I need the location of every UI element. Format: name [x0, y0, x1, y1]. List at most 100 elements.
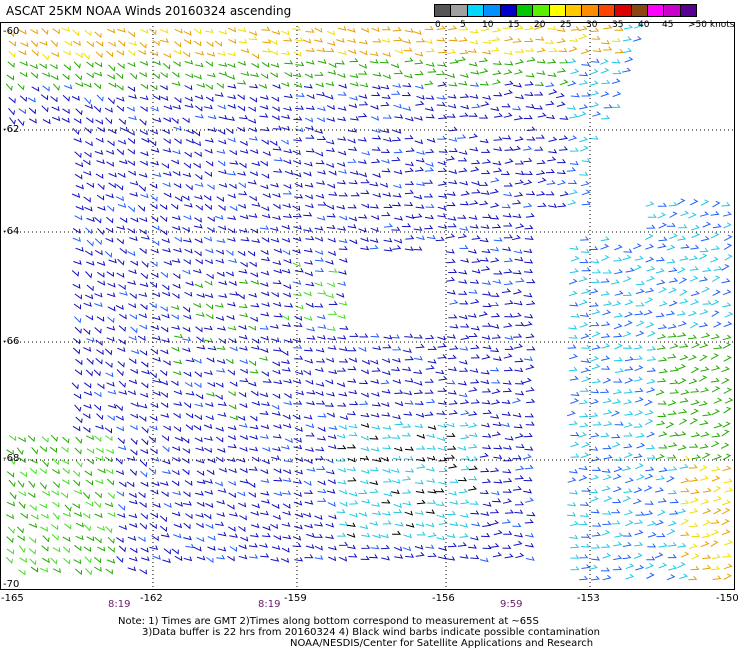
- wind-barb: [185, 281, 194, 286]
- time-label-2: 8:19: [258, 599, 281, 610]
- wind-barb: [185, 543, 195, 549]
- wind-barb: [559, 115, 569, 120]
- wind-barb: [633, 498, 642, 505]
- wind-barb: [634, 519, 644, 525]
- wind-barb: [590, 496, 599, 502]
- wind-barb: [172, 104, 182, 110]
- wind-barb: [117, 347, 126, 353]
- wind-barb: [493, 237, 503, 242]
- wind-barb: [371, 27, 380, 33]
- wind-barb: [115, 184, 124, 191]
- wind-barb: [292, 542, 302, 548]
- wind-barb: [52, 83, 60, 91]
- wind-barb: [536, 159, 546, 165]
- wind-barb: [468, 411, 478, 416]
- wind-barb: [633, 487, 643, 494]
- wind-barb: [655, 312, 665, 318]
- wind-barb: [41, 105, 49, 113]
- wind-barb: [214, 92, 224, 97]
- wind-barb: [349, 491, 358, 497]
- wind-barb: [239, 403, 248, 409]
- wind-barb: [503, 366, 514, 372]
- wind-barb: [392, 379, 402, 384]
- wind-barb: [424, 378, 434, 383]
- legend-swatch: [614, 4, 632, 17]
- wind-barb: [315, 455, 324, 460]
- wind-barb: [239, 312, 249, 318]
- wind-barb: [115, 457, 123, 465]
- wind-barb: [251, 456, 260, 463]
- wind-barb: [304, 459, 313, 464]
- wind-barb: [28, 480, 36, 489]
- wind-barb: [468, 289, 478, 294]
- wind-barb: [698, 400, 708, 407]
- wind-barb: [426, 478, 436, 483]
- wind-barb: [337, 445, 347, 450]
- wind-barb: [75, 460, 83, 468]
- wind-barb: [394, 70, 404, 75]
- wind-barb: [194, 151, 202, 158]
- wind-barb: [438, 480, 447, 486]
- wind-barb: [315, 151, 324, 157]
- wind-barb: [347, 457, 356, 463]
- wind-barb: [183, 402, 192, 409]
- wind-barb: [514, 69, 523, 75]
- wind-barb: [380, 379, 390, 385]
- wind-barb: [724, 254, 733, 261]
- wind-barb: [171, 81, 181, 87]
- wind-barb: [677, 508, 687, 514]
- wind-barb: [514, 256, 524, 262]
- wind-barb: [392, 136, 402, 142]
- wind-barb: [227, 325, 237, 331]
- wind-barb: [315, 250, 324, 256]
- wind-barb: [711, 475, 721, 482]
- wind-barb: [458, 380, 467, 386]
- wind-barb: [205, 415, 214, 421]
- wind-barb: [194, 371, 202, 378]
- wind-barb: [128, 335, 137, 341]
- wind-barb: [566, 167, 577, 172]
- wind-barb: [105, 449, 115, 454]
- wind-barb: [679, 397, 689, 403]
- wind-barb: [669, 498, 679, 504]
- wind-barb: [722, 453, 732, 461]
- wind-barb: [337, 136, 347, 141]
- wind-barb: [449, 345, 459, 350]
- wind-barb: [182, 448, 190, 454]
- wind-barb: [360, 412, 370, 418]
- wind-barb: [700, 366, 710, 372]
- wind-barb: [339, 415, 349, 421]
- wind-barb: [50, 524, 59, 531]
- wind-barb: [623, 488, 633, 493]
- wind-barb: [106, 28, 116, 34]
- wind-barb: [39, 40, 48, 46]
- wind-barb: [425, 62, 435, 67]
- wind-barb: [50, 40, 58, 48]
- wind-barb: [160, 413, 170, 418]
- wind-barb: [567, 199, 577, 206]
- wind-barb: [402, 223, 412, 228]
- wind-barb: [646, 224, 656, 229]
- wind-barb: [86, 217, 95, 223]
- wind-barb: [482, 502, 492, 507]
- wind-barb: [702, 300, 712, 305]
- wind-barb: [262, 193, 271, 199]
- wind-barb: [435, 488, 445, 493]
- wind-barb: [272, 434, 282, 439]
- wind-barb: [108, 182, 116, 189]
- wind-barb: [471, 189, 481, 194]
- wind-barb: [260, 478, 270, 483]
- wind-barb: [658, 286, 668, 294]
- wind-barb: [448, 463, 458, 469]
- wind-barb: [205, 138, 214, 143]
- wind-barb: [117, 139, 127, 145]
- wind-barb: [325, 139, 335, 145]
- wind-barb: [316, 91, 326, 97]
- wind-barb: [635, 302, 645, 307]
- wind-barb: [591, 544, 601, 549]
- wind-barb: [282, 490, 292, 495]
- wind-barb: [460, 399, 470, 405]
- wind-barb: [172, 283, 181, 289]
- legend-label-45: 45: [662, 20, 674, 30]
- wind-barb: [369, 435, 379, 440]
